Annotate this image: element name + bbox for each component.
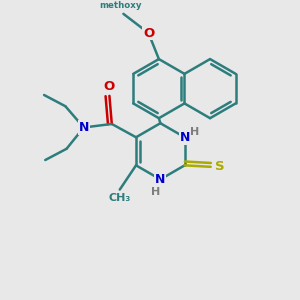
- Text: N: N: [179, 131, 190, 144]
- Text: S: S: [215, 160, 225, 173]
- Text: O: O: [104, 80, 115, 93]
- Text: CH₃: CH₃: [109, 193, 131, 203]
- Text: methoxy: methoxy: [99, 1, 142, 10]
- Text: H: H: [190, 127, 200, 137]
- Text: O: O: [143, 27, 154, 40]
- Text: N: N: [155, 173, 166, 186]
- Text: H: H: [151, 187, 160, 197]
- Text: N: N: [79, 121, 89, 134]
